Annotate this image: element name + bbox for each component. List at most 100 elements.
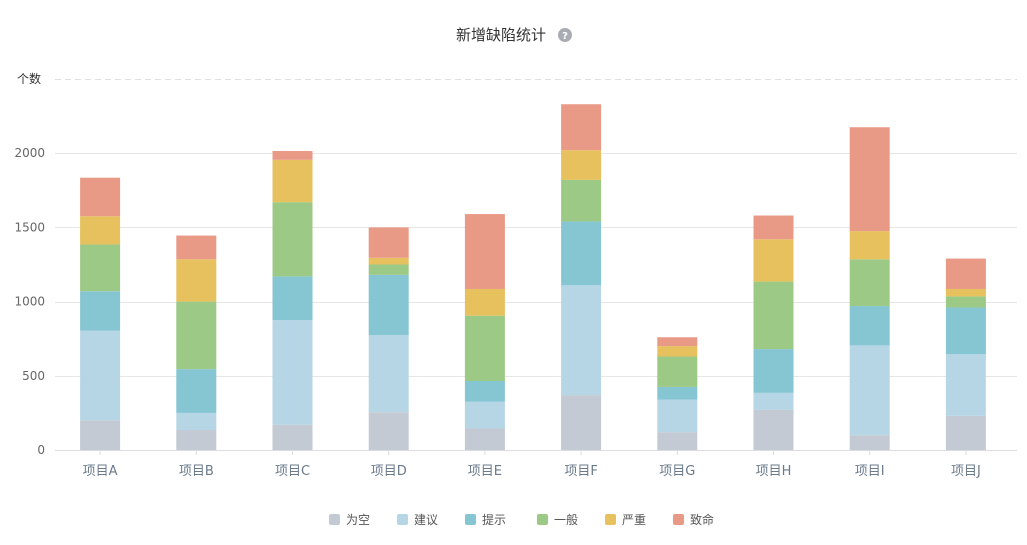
bar-segment[interactable] [176,259,217,302]
bar-segment[interactable] [176,235,217,260]
bar-segment[interactable] [464,315,505,381]
legend-item[interactable]: 为空 [329,513,370,527]
bar-segment[interactable] [657,432,698,450]
bar-segment[interactable] [80,291,121,331]
bar-segment[interactable] [272,202,313,277]
bar-stack-6[interactable] [561,104,602,450]
help-circle-icon[interactable]: ? [558,28,572,42]
legend-label: 一般 [554,512,578,527]
bar-segment[interactable] [561,285,602,396]
bar-segment[interactable] [368,257,409,265]
legend-item[interactable]: 一般 [537,512,578,527]
y-tick-label: 2000 [14,146,45,160]
bar-segment[interactable] [945,296,986,308]
bar-segment[interactable] [80,177,121,217]
bar-segment[interactable] [657,386,698,400]
x-tick-label: 项目A [83,464,118,479]
bar-segment[interactable] [849,306,890,346]
bar-stack-4[interactable] [368,227,409,450]
bar-segment[interactable] [176,369,217,413]
bar-segment[interactable] [657,346,698,357]
legend-item[interactable]: 致命 [673,512,714,527]
bar-segment[interactable] [945,288,986,297]
legend-item[interactable]: 提示 [465,512,506,527]
bars [80,104,986,450]
bar-segment[interactable] [849,127,890,232]
bar-segment[interactable] [368,334,409,413]
bar-segment[interactable] [464,401,505,429]
bar-segment[interactable] [849,435,890,450]
bar-stack-10[interactable] [945,258,986,450]
x-tick-label: 项目H [756,464,792,479]
bar-segment[interactable] [176,429,217,450]
bar-segment[interactable] [561,221,602,286]
y-tick-label: 0 [37,443,45,457]
svg-text:?: ? [562,31,568,42]
bar-segment[interactable] [753,281,794,350]
bar-segment[interactable] [176,301,217,370]
bar-segment[interactable] [272,424,313,450]
bar-segment[interactable] [561,104,602,151]
bar-stack-9[interactable] [849,127,890,450]
bar-stack-5[interactable] [464,214,505,450]
bar-segment[interactable] [80,330,121,421]
bar-segment[interactable] [80,244,121,292]
bar-segment[interactable] [561,150,602,180]
bar-segment[interactable] [753,215,794,240]
y-tick-label: 500 [22,369,45,383]
bar-segment[interactable] [849,231,890,260]
bar-stack-1[interactable] [80,177,121,450]
bar-segment[interactable] [753,409,794,450]
x-tick-label: 项目C [275,464,310,479]
bar-segment[interactable] [657,356,698,387]
bar-segment[interactable] [849,345,890,436]
bar-segment[interactable] [80,420,121,450]
x-tick-label: 项目F [564,464,597,479]
bar-stack-3[interactable] [272,150,313,450]
x-tick-label: 项目B [179,464,214,479]
bar-stack-2[interactable] [176,235,217,450]
bar-segment[interactable] [945,415,986,450]
bar-segment[interactable] [945,354,986,416]
bar-segment[interactable] [945,258,986,289]
bar-segment[interactable] [561,395,602,450]
bar-segment[interactable] [272,159,313,203]
bar-segment[interactable] [80,216,121,245]
legend: 为空 建议 提示 一般 严重 致命 [329,512,714,527]
legend-swatch [329,514,340,525]
legend-swatch [537,514,548,525]
bar-segment[interactable] [657,399,698,433]
bar-segment[interactable] [368,227,409,258]
bar-segment[interactable] [368,412,409,450]
bar-segment[interactable] [272,150,313,160]
y-axis-ticks: 0 500 1000 1500 2000 [14,146,45,457]
bar-segment[interactable] [368,274,409,335]
bar-segment[interactable] [561,179,602,222]
bar-segment[interactable] [464,428,505,450]
legend-swatch [397,514,408,525]
x-tick-label: 项目D [371,464,407,479]
bar-segment[interactable] [368,264,409,275]
bar-segment[interactable] [753,349,794,393]
bar-segment[interactable] [464,380,505,402]
bar-segment[interactable] [657,337,698,347]
bar-segment[interactable] [753,392,794,410]
bar-stack-7[interactable] [657,337,698,450]
legend-item[interactable]: 建议 [397,513,438,527]
legend-item[interactable]: 严重 [605,513,646,527]
bar-segment[interactable] [464,214,505,289]
bar-segment[interactable] [272,320,313,425]
bar-segment[interactable] [176,412,217,430]
bar-segment[interactable] [272,276,313,321]
bar-segment[interactable] [945,307,986,355]
legend-label: 致命 [690,512,714,527]
bar-segment[interactable] [464,288,505,316]
legend-label: 为空 [346,513,370,527]
legend-label: 严重 [622,513,646,527]
legend-label: 建议 [414,513,438,527]
bar-segment[interactable] [849,259,890,307]
bar-stack-8[interactable] [753,215,794,450]
bar-segment[interactable] [753,239,794,282]
legend-swatch [673,514,684,525]
